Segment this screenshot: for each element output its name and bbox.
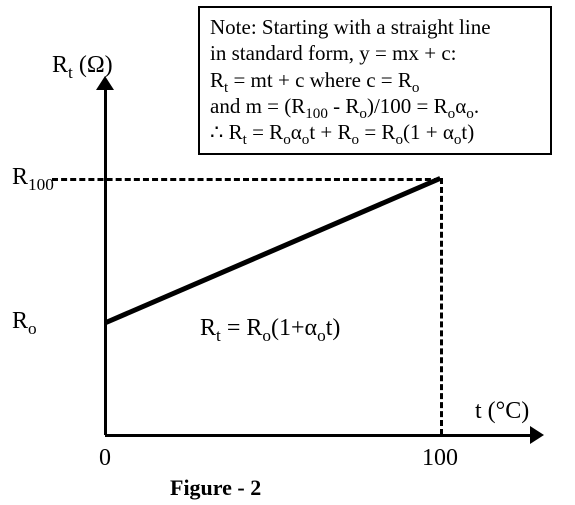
y-tick-label: R100 bbox=[12, 164, 54, 191]
note-box: Note: Starting with a straight linein st… bbox=[198, 6, 552, 155]
y-tick-label: Ro bbox=[12, 308, 37, 335]
x-tick-label: 0 bbox=[99, 445, 111, 472]
figure-canvas: Note: Starting with a straight linein st… bbox=[0, 0, 575, 505]
y-axis bbox=[104, 90, 107, 435]
guide-line-vertical bbox=[440, 178, 443, 435]
figure-caption: Figure - 2 bbox=[170, 475, 261, 501]
chart-equation: Rt = Ro(1+αot) bbox=[200, 315, 340, 342]
note-line: in standard form, y = mx + c: bbox=[210, 40, 540, 66]
x-axis bbox=[105, 434, 530, 437]
x-axis-arrow bbox=[530, 426, 544, 444]
note-line: Rt = mt + c where c = Ro bbox=[210, 67, 540, 93]
note-line: and m = (R100 - Ro)/100 = Roαo. bbox=[210, 93, 540, 119]
x-tick-label: 100 bbox=[422, 445, 458, 472]
note-line: Note: Starting with a straight line bbox=[210, 14, 540, 40]
x-axis-label: t (°C) bbox=[475, 398, 529, 425]
guide-line-horizontal bbox=[52, 178, 440, 181]
y-axis-label: Rt (Ω) bbox=[52, 52, 113, 79]
note-line: ∴ Rt = Roαot + Ro = Ro(1 + αot) bbox=[210, 119, 540, 145]
data-line bbox=[105, 176, 441, 325]
